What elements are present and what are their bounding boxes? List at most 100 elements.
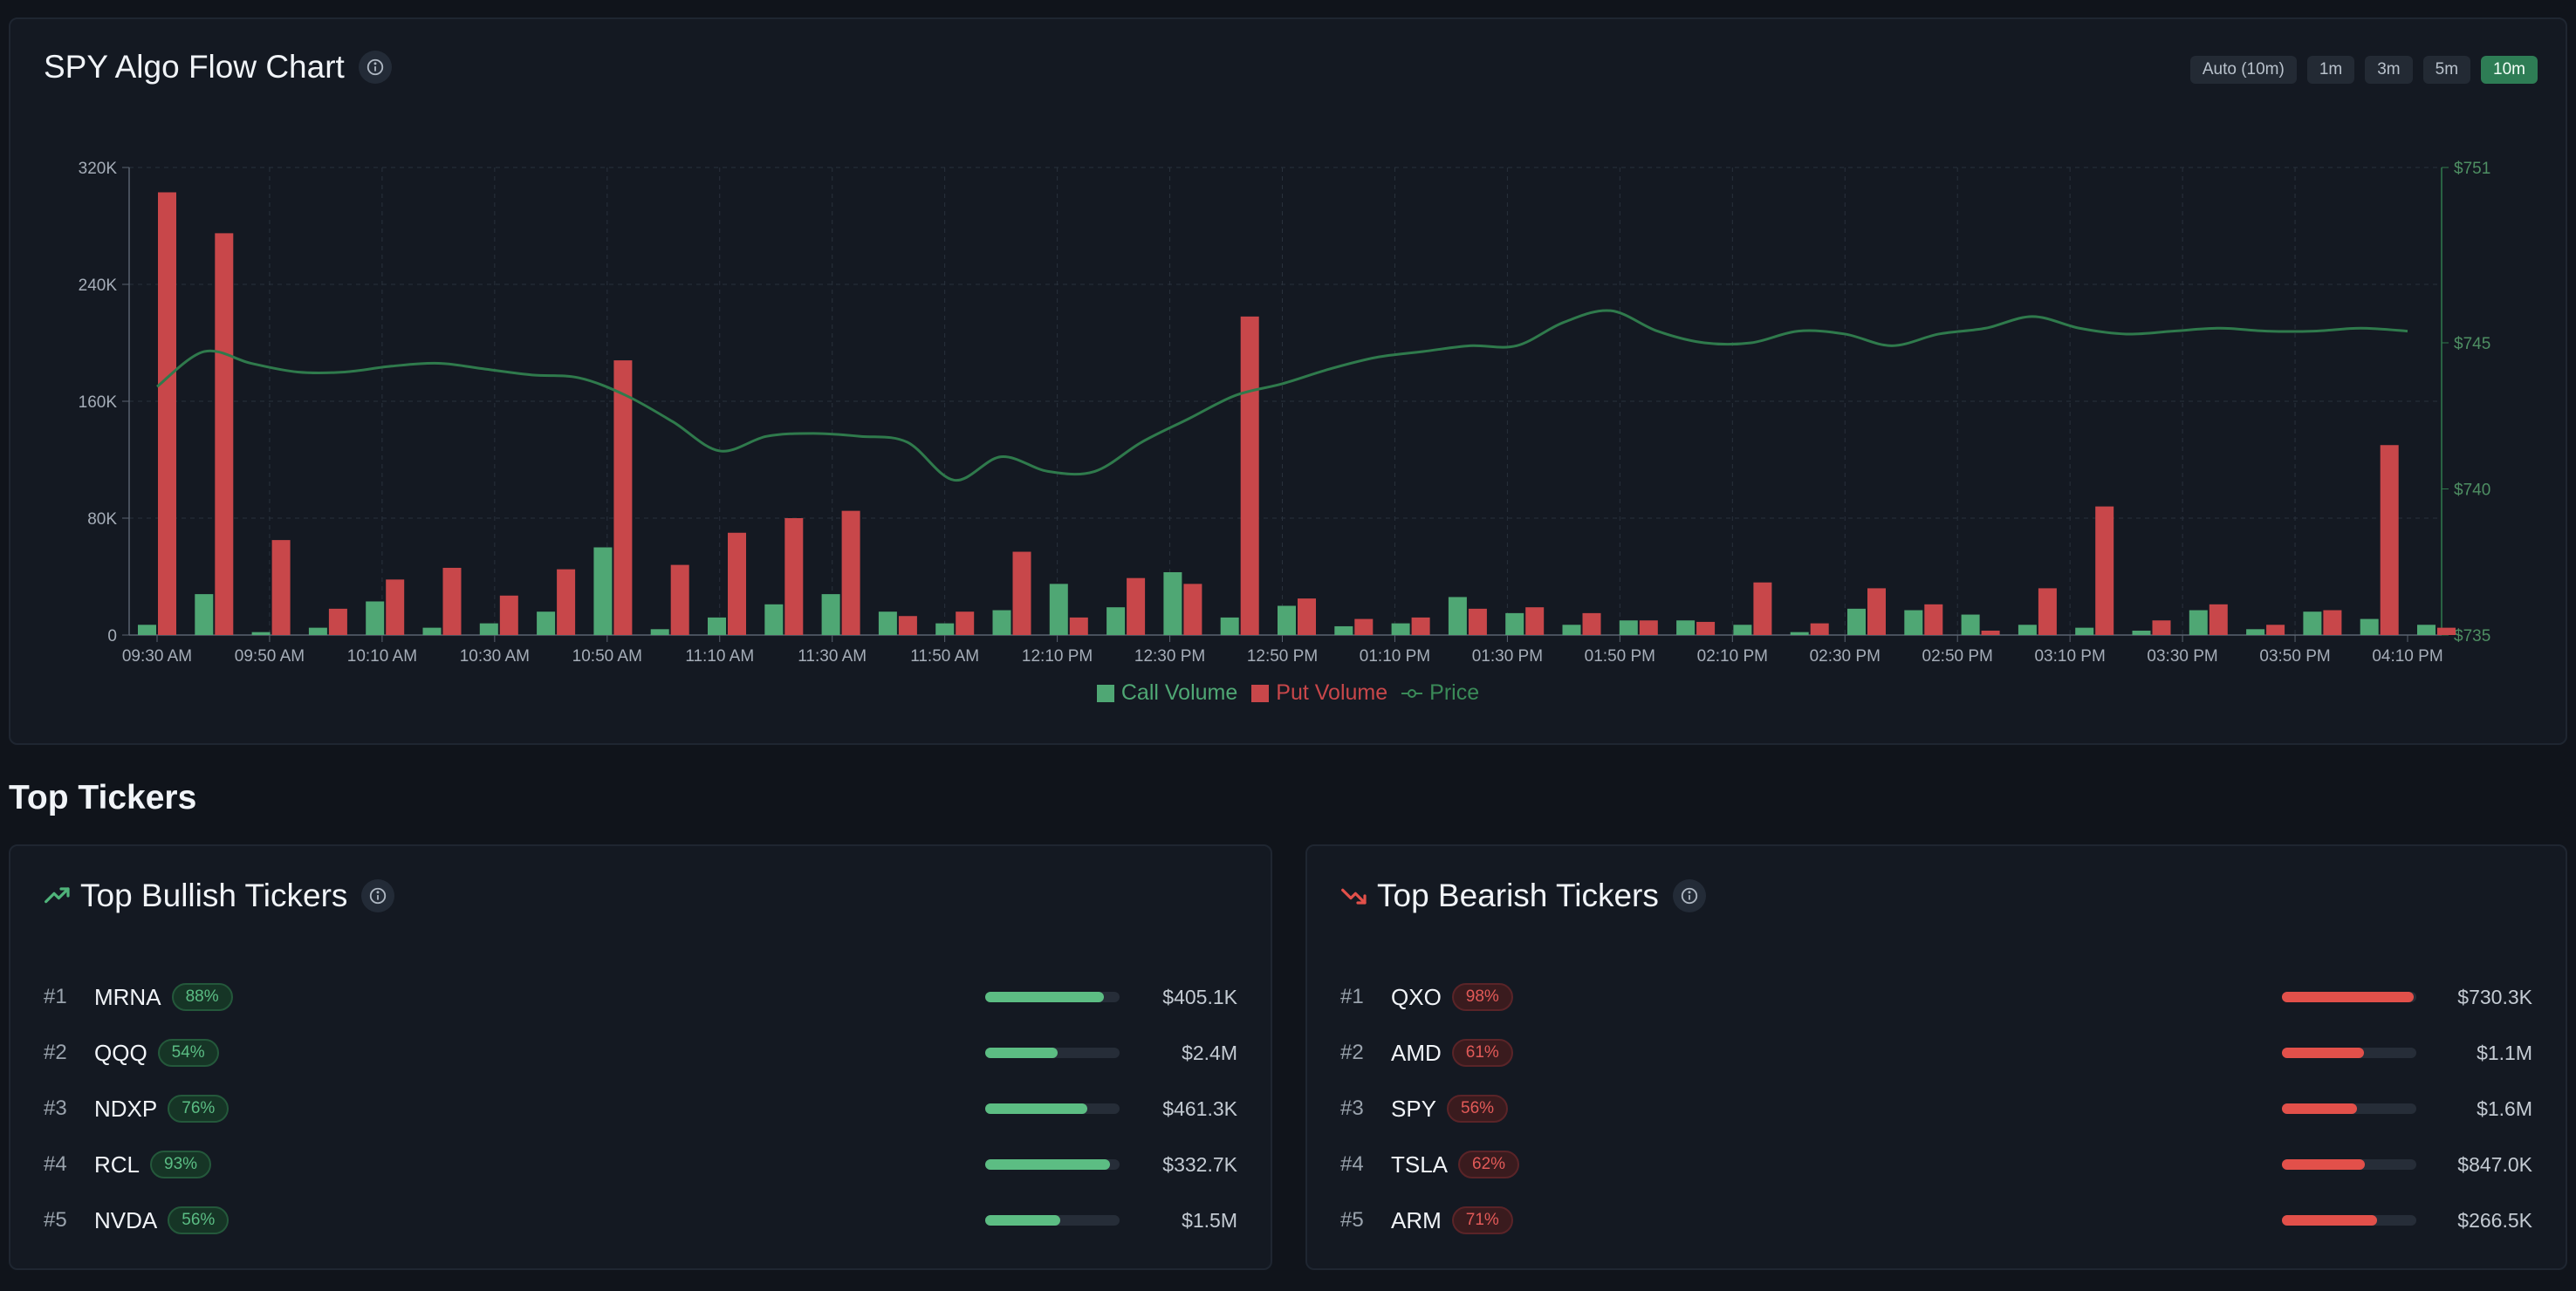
legend-item-call[interactable]: Call Volume	[1096, 680, 1237, 706]
flow-chart[interactable]: 0 80K 160K 240K 320K $735 $740 $745 $751 09:30 AM…	[10, 19, 2569, 747]
put-volume-bar[interactable]	[271, 540, 291, 635]
put-volume-bar[interactable]	[1411, 617, 1430, 635]
call-volume-bar[interactable]	[1163, 571, 1182, 635]
call-volume-bar[interactable]	[2417, 625, 2436, 635]
timeframe-1m-button[interactable]: 1m	[2306, 56, 2355, 84]
put-volume-bar[interactable]	[386, 579, 405, 635]
put-volume-bar[interactable]	[1012, 551, 1031, 635]
call-volume-bar[interactable]	[2360, 618, 2379, 635]
put-volume-bar[interactable]	[670, 564, 689, 635]
call-volume-bar[interactable]	[935, 623, 955, 635]
ticker-symbol[interactable]: NVDA	[94, 1206, 158, 1233]
info-icon[interactable]	[361, 879, 395, 912]
call-volume-bar[interactable]	[1391, 623, 1410, 635]
put-volume-bar[interactable]	[1183, 584, 1202, 635]
legend-item-price[interactable]: Price	[1401, 680, 1479, 706]
put-volume-bar[interactable]	[1525, 607, 1545, 635]
info-icon[interactable]	[358, 51, 392, 84]
put-volume-bar[interactable]	[1810, 623, 1829, 635]
call-volume-bar[interactable]	[1904, 610, 1923, 635]
call-volume-bar[interactable]	[1334, 625, 1353, 635]
put-volume-bar[interactable]	[613, 360, 633, 635]
ticker-symbol[interactable]: RCL	[94, 1151, 140, 1178]
ticker-symbol[interactable]: SPY	[1391, 1095, 1437, 1122]
call-volume-bar[interactable]	[138, 625, 156, 635]
call-volume-bar[interactable]	[366, 601, 385, 635]
ticker-symbol[interactable]: TSLA	[1391, 1151, 1449, 1178]
call-volume-bar[interactable]	[1562, 625, 1581, 635]
call-volume-bar[interactable]	[1847, 608, 1866, 635]
ticker-symbol[interactable]: QXO	[1391, 983, 1442, 1010]
call-volume-bar[interactable]	[1676, 620, 1696, 635]
timeframe-3m-button[interactable]: 3m	[2365, 56, 2413, 84]
call-volume-bar[interactable]	[650, 629, 669, 635]
put-volume-bar[interactable]	[1639, 620, 1658, 635]
legend-item-put[interactable]: Put Volume	[1251, 680, 1387, 706]
bear-ticker-row[interactable]: #4 TSLA 62% $847.0K	[1340, 1145, 2532, 1184]
call-volume-bar[interactable]	[1733, 625, 1752, 635]
put-volume-bar[interactable]	[2209, 604, 2228, 635]
bear-ticker-row[interactable]: #5 ARM 71% $266.5K	[1340, 1201, 2532, 1240]
put-volume-bar[interactable]	[728, 532, 746, 635]
call-volume-bar[interactable]	[1505, 612, 1524, 635]
put-volume-bar[interactable]	[158, 192, 176, 635]
bull-ticker-row[interactable]: #4 RCL 93% $332.7K	[44, 1145, 1237, 1184]
call-volume-bar[interactable]	[1448, 597, 1467, 635]
info-icon[interactable]	[1672, 879, 1706, 912]
call-volume-bar[interactable]	[2246, 629, 2265, 635]
put-volume-bar[interactable]	[499, 595, 518, 635]
call-volume-bar[interactable]	[195, 594, 214, 635]
call-volume-bar[interactable]	[2018, 625, 2037, 635]
call-volume-bar[interactable]	[251, 632, 271, 635]
call-volume-bar[interactable]	[422, 627, 442, 635]
put-volume-bar[interactable]	[2380, 445, 2399, 635]
put-volume-bar[interactable]	[2152, 620, 2171, 635]
call-volume-bar[interactable]	[878, 611, 897, 635]
put-volume-bar[interactable]	[328, 608, 347, 635]
ticker-symbol[interactable]: ARM	[1391, 1206, 1442, 1233]
put-volume-bar[interactable]	[1468, 608, 1487, 635]
call-volume-bar[interactable]	[992, 610, 1011, 635]
ticker-symbol[interactable]: AMD	[1391, 1039, 1442, 1066]
bull-ticker-row[interactable]: #3 NDXP 76% $461.3K	[44, 1089, 1237, 1128]
ticker-symbol[interactable]: QQQ	[94, 1039, 147, 1066]
put-volume-bar[interactable]	[2266, 625, 2285, 635]
call-volume-bar[interactable]	[1790, 632, 1809, 635]
ticker-symbol[interactable]: MRNA	[94, 983, 161, 1010]
call-volume-bar[interactable]	[308, 627, 327, 635]
call-volume-bar[interactable]	[1049, 584, 1068, 635]
call-volume-bar[interactable]	[479, 623, 498, 635]
put-volume-bar[interactable]	[2323, 610, 2342, 635]
put-volume-bar[interactable]	[898, 616, 917, 635]
ticker-symbol[interactable]: NDXP	[94, 1095, 158, 1122]
put-volume-bar[interactable]	[1924, 604, 1943, 635]
put-volume-bar[interactable]	[1696, 621, 1716, 635]
price-line[interactable]	[156, 309, 2408, 482]
bull-ticker-row[interactable]: #1 MRNA 88% $405.1K	[44, 978, 1237, 1016]
call-volume-bar[interactable]	[2132, 630, 2151, 635]
put-volume-bar[interactable]	[1354, 618, 1374, 635]
timeframe-5m-button[interactable]: 5m	[2422, 56, 2471, 84]
call-volume-bar[interactable]	[2189, 610, 2208, 635]
put-volume-bar[interactable]	[1127, 577, 1146, 635]
timeframe-auto-button[interactable]: Auto (10m)	[2189, 56, 2297, 84]
put-volume-bar[interactable]	[841, 510, 860, 635]
put-volume-bar[interactable]	[215, 233, 234, 635]
call-volume-bar[interactable]	[764, 604, 784, 635]
put-volume-bar[interactable]	[1069, 617, 1088, 635]
put-volume-bar[interactable]	[1867, 588, 1886, 635]
timeframe-10m-button[interactable]: 10m	[2481, 56, 2538, 84]
call-volume-bar[interactable]	[2303, 611, 2322, 635]
put-volume-bar[interactable]	[2437, 627, 2456, 635]
put-volume-bar[interactable]	[2095, 506, 2114, 635]
call-volume-bar[interactable]	[1278, 605, 1296, 636]
put-volume-bar[interactable]	[1981, 630, 2000, 635]
put-volume-bar[interactable]	[2038, 588, 2057, 635]
put-volume-bar[interactable]	[1753, 582, 1772, 635]
bear-ticker-row[interactable]: #3 SPY 56% $1.6M	[1340, 1089, 2532, 1128]
call-volume-bar[interactable]	[1106, 607, 1126, 635]
bull-ticker-row[interactable]: #2 QQQ 54% $2.4M	[44, 1034, 1237, 1072]
bear-ticker-row[interactable]: #2 AMD 61% $1.1M	[1340, 1034, 2532, 1072]
bear-ticker-row[interactable]: #1 QXO 98% $730.3K	[1340, 978, 2532, 1016]
put-volume-bar[interactable]	[1582, 612, 1601, 635]
